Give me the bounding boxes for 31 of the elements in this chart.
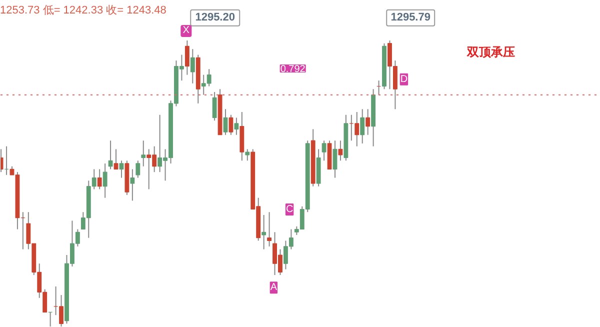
annotation: C (286, 204, 294, 216)
text: 1295.79 (386, 9, 436, 27)
candlestick (97, 168, 102, 190)
candlestick (322, 140, 326, 162)
candlestick (366, 108, 370, 136)
candlestick (267, 212, 272, 247)
candlestick (108, 140, 113, 170)
annotation: 0.792 (280, 64, 306, 76)
text: 1295.20 (190, 9, 240, 27)
candlestick (114, 148, 118, 170)
annotation: A (270, 282, 278, 294)
candlestick (360, 108, 365, 144)
candlestick (228, 114, 234, 136)
candlestick (212, 91, 217, 122)
text: D (400, 74, 408, 85)
candlestick (130, 168, 135, 202)
candlestick (141, 140, 146, 167)
text: 双顶承压 (466, 44, 516, 59)
candlestick (190, 48, 195, 84)
candlestick (184, 40, 190, 76)
candlestick (245, 148, 250, 162)
candlestick (234, 117, 239, 136)
candlestick (102, 162, 108, 198)
candlestick (136, 160, 140, 178)
candlestick (332, 140, 338, 178)
candlestick (338, 140, 343, 162)
text: 1253.73 低= 1242.33 收= 1243.48 (0, 4, 166, 18)
candlestick (223, 108, 228, 136)
text: X (180, 25, 192, 37)
candlestick (119, 160, 124, 178)
candlestick (262, 214, 266, 250)
